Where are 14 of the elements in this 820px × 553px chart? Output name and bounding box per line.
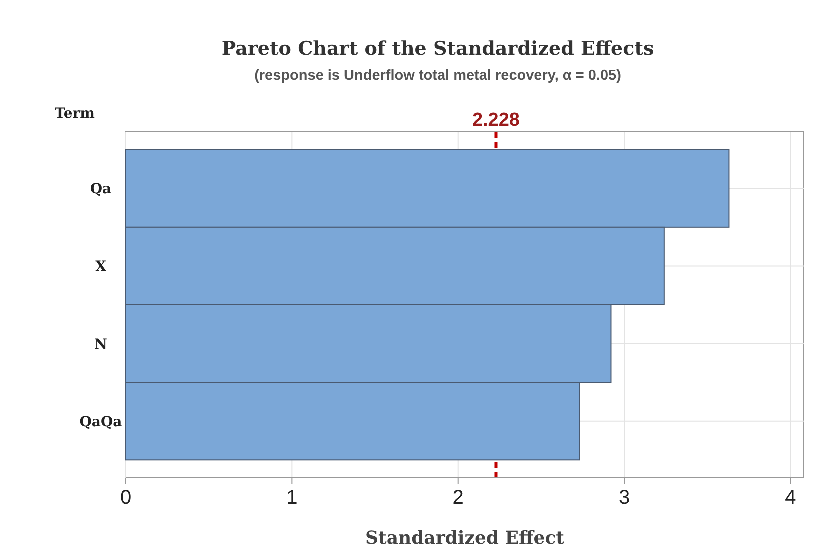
x-tick-label: 1 [286, 487, 298, 509]
y-tick-label: Qa [90, 182, 112, 198]
chart-subtitle: (response is Underflow total metal recovery, α = 0.05) [254, 68, 622, 84]
x-axis-title: Standardized Effect [366, 528, 566, 549]
y-tick-label: X [96, 259, 107, 276]
x-tick-label: 2 [452, 487, 464, 509]
y-tick-label: N [94, 336, 108, 353]
chart-title: Pareto Chart of the Standardized Effects [222, 38, 654, 60]
x-tick-label: 3 [618, 487, 630, 509]
y-tick-label: QaQa [80, 414, 122, 430]
x-tick-label: 0 [120, 487, 132, 509]
x-tick-label: 4 [785, 487, 796, 509]
y-axis-title: Term [55, 106, 96, 122]
ref-line-label: 2.228 [472, 110, 520, 131]
